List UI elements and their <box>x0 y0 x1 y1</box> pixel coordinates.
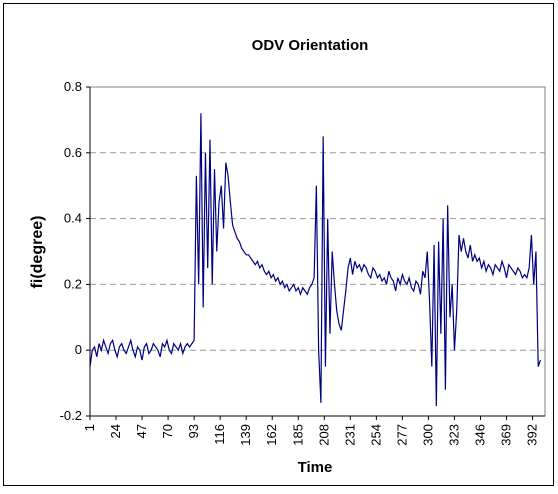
chart-frame <box>3 3 554 486</box>
x-tick-label: 392 <box>525 424 540 446</box>
data-line <box>89 113 542 407</box>
y-tick-label: 0.8 <box>64 79 82 94</box>
x-tick-label: 323 <box>446 424 461 446</box>
x-tick-label: 24 <box>108 424 123 438</box>
x-tick-label: 70 <box>160 424 175 438</box>
x-tick-label: 162 <box>264 424 279 446</box>
x-tick-label: 93 <box>186 424 201 438</box>
y-tick-label: 0 <box>75 342 82 357</box>
x-tick-label: 116 <box>212 424 227 445</box>
y-tick-label: 0.2 <box>64 276 82 291</box>
chart-title: ODV Orientation <box>252 37 369 54</box>
x-tick-label: 369 <box>499 424 514 446</box>
x-tick-label: 231 <box>342 424 357 446</box>
y-axis-label: fi(degree) <box>29 216 46 289</box>
x-tick-label: 300 <box>420 424 435 446</box>
y-tick-label: 0.4 <box>64 211 82 226</box>
x-tick-label: 277 <box>394 424 409 446</box>
x-axis-label: Time <box>298 459 333 476</box>
x-tick-label: 254 <box>368 424 383 446</box>
x-tick-label: 346 <box>472 424 487 446</box>
y-tick-label: -0.2 <box>60 408 82 423</box>
x-tick-label: 1 <box>82 424 97 431</box>
x-tick-label: 185 <box>290 424 305 446</box>
x-tick-label: 139 <box>238 424 253 446</box>
y-tick-label: 0.6 <box>64 145 82 160</box>
x-tick-label: 47 <box>134 424 149 438</box>
x-tick-label: 208 <box>316 424 331 446</box>
